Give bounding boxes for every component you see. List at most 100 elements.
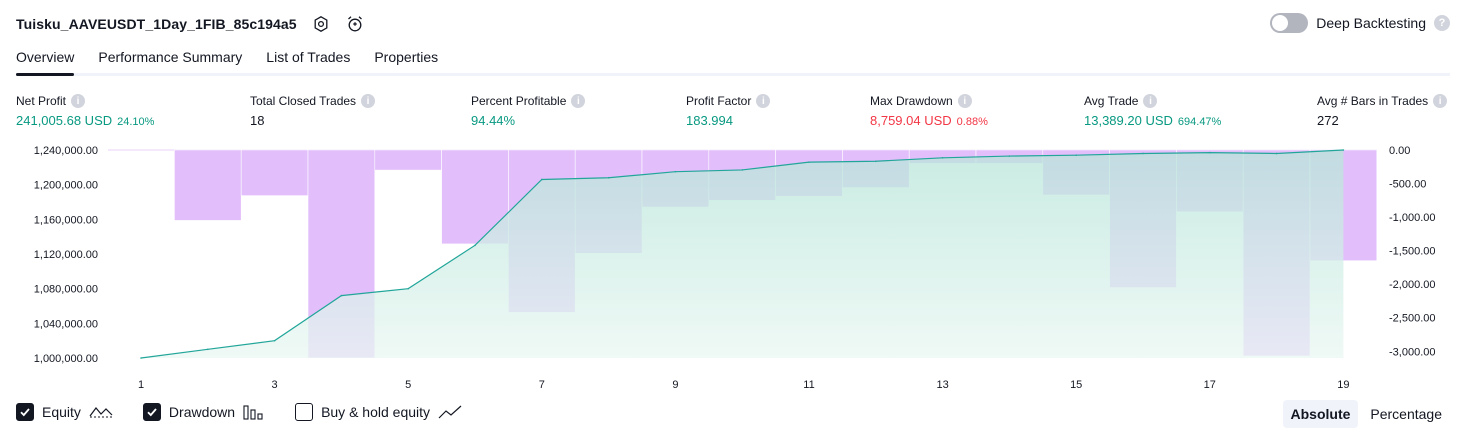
drawdown-checkbox[interactable] (142, 403, 161, 421)
deep-backtesting-control: Deep Backtesting ? (1270, 13, 1450, 33)
metric-avg-trade: Avg Trade i 13,389.20 USD 694.47% (1084, 93, 1221, 128)
equity-point (1008, 155, 1011, 157)
strategy-header: Tuisku_AAVEUSDT_1Day_1FIB_85c194a5 (16, 12, 365, 36)
value-mode-switch: Absolute Percentage (1282, 400, 1451, 428)
metrics-row: Net Profit i 241,005.68 USD 24.10% Total C… (16, 93, 1450, 133)
metric-value: 241,005.68 USD (16, 113, 113, 128)
equity-point (674, 170, 677, 173)
drawdown-bar[interactable] (174, 149, 242, 221)
strategy-title: Tuisku_AAVEUSDT_1Day_1FIB_85c194a5 (16, 16, 297, 32)
metric-value: 13,389.20 USD (1084, 113, 1173, 128)
equity-point (340, 294, 343, 297)
equity-point (1342, 149, 1345, 151)
metric-label: Total Closed Trades (250, 94, 357, 108)
buy-hold-line-icon (438, 404, 462, 420)
left-axis-tick-label: 1,200,000.00 (34, 180, 98, 192)
equity-point (607, 176, 610, 179)
legend-label: Equity (42, 404, 81, 420)
equity-line-icon (89, 404, 113, 420)
equity-point (1075, 154, 1077, 156)
help-icon[interactable]: ? (1434, 15, 1450, 31)
equity-point (808, 161, 810, 163)
equity-point (1209, 151, 1211, 154)
metric-label: Max Drawdown (870, 94, 953, 108)
left-axis-tick-label: 1,240,000.00 (34, 145, 98, 157)
buy-hold-checkbox[interactable] (295, 403, 314, 421)
equity-point (1275, 152, 1278, 155)
left-axis-tick-label: 1,040,000.00 (34, 318, 98, 330)
x-axis-tick-label: 15 (1070, 379, 1082, 391)
x-axis-tick-label: 13 (936, 379, 948, 391)
equity-point (941, 157, 944, 159)
metric-profit-factor: Profit Factor i 183.994 (686, 93, 771, 128)
metric-value: 272 (1317, 113, 1339, 128)
legend-drawdown[interactable]: Drawdown (142, 403, 265, 421)
x-axis-tick-label: 17 (1204, 379, 1216, 391)
metric-label: Profit Factor (686, 94, 752, 108)
absolute-button[interactable]: Absolute (1282, 400, 1359, 428)
equity-point (741, 169, 743, 171)
metric-net-profit: Net Profit i 241,005.68 USD 24.10% (16, 93, 154, 128)
equity-point (1142, 152, 1144, 155)
equity-point (407, 287, 410, 290)
info-icon[interactable]: i (571, 94, 586, 108)
drawdown-bar[interactable] (374, 149, 442, 171)
metric-sub-value: 0.88% (956, 116, 988, 128)
right-axis-tick-label: -500.00 (1389, 179, 1426, 191)
x-axis-tick-label: 9 (672, 379, 678, 391)
right-axis-tick-label: -3,000.00 (1389, 346, 1435, 358)
deep-backtesting-toggle[interactable] (1270, 13, 1309, 33)
x-axis-tick-label: 3 (272, 379, 278, 391)
info-icon[interactable]: i (361, 94, 376, 108)
tab-overview[interactable]: Overview (16, 44, 75, 76)
chart-legend: Equity Drawdown Buy & hold equity (16, 403, 462, 421)
equity-point (875, 160, 877, 163)
left-axis-tick-label: 1,160,000.00 (34, 214, 98, 226)
info-icon[interactable]: i (756, 94, 771, 108)
right-axis-tick-label: 0.00 (1389, 145, 1410, 157)
legend-label: Buy & hold equity (321, 404, 431, 420)
info-icon[interactable]: i (1143, 94, 1158, 108)
metric-value: 18 (250, 113, 265, 128)
metric-value: 94.44% (471, 113, 516, 128)
legend-equity[interactable]: Equity (16, 403, 113, 421)
alarm-clock-plus-icon[interactable] (345, 14, 365, 34)
metric-percent-profitable: Percent Profitable i 94.44% (471, 93, 586, 128)
tab-performance-summary[interactable]: Performance Summary (98, 49, 243, 65)
equity-point (207, 348, 209, 351)
x-axis-tick-label: 7 (539, 379, 545, 391)
right-axis-tick-label: -2,000.00 (1389, 279, 1435, 291)
x-axis-tick-label: 1 (138, 379, 144, 391)
right-axis-tick-label: -2,500.00 (1389, 313, 1435, 325)
info-icon[interactable]: i (1433, 94, 1448, 108)
tab-list-of-trades[interactable]: List of Trades (266, 49, 351, 65)
equity-point (140, 357, 142, 359)
deep-backtesting-label: Deep Backtesting (1316, 15, 1426, 31)
x-axis-tick-label: 11 (803, 379, 814, 391)
percentage-button[interactable]: Percentage (1370, 406, 1442, 422)
metric-label: Percent Profitable (471, 94, 567, 108)
metric-total-closed-trades: Total Closed Trades i 18 (250, 93, 376, 128)
info-icon[interactable]: i (957, 94, 972, 108)
legend-label: Drawdown (168, 404, 236, 420)
equity-drawdown-chart[interactable]: 1,240,000.00 1,200,000.00 1,160,000.00 1,12… (0, 136, 1466, 394)
equity-area (141, 150, 1344, 358)
left-axis-tick-label: 1,120,000.00 (34, 249, 98, 261)
drawdown-bar[interactable] (240, 149, 309, 196)
equity-point (273, 339, 276, 342)
info-icon[interactable]: i (71, 94, 86, 108)
settings-icon[interactable] (311, 14, 331, 34)
tab-properties[interactable]: Properties (374, 49, 439, 65)
equity-checkbox[interactable] (16, 403, 34, 421)
metric-avg-bars-in-trades: Avg # Bars in Trades i 272 (1317, 93, 1448, 128)
legend-buy-hold-equity[interactable]: Buy & hold equity (295, 403, 462, 421)
left-axis-tick-label: 1,080,000.00 (34, 284, 98, 296)
metric-value: 8,759.04 USD (870, 113, 952, 128)
tabs-divider (16, 73, 1450, 76)
metric-label: Avg # Bars in Trades (1317, 94, 1429, 108)
tab-bar: Overview Performance Summary List of Tra… (16, 44, 438, 76)
equity-point (474, 244, 476, 247)
drawdown-bars-icon (243, 404, 265, 420)
right-axis-tick-label: -1,500.00 (1389, 246, 1435, 258)
metric-sub-value: 24.10% (117, 116, 155, 128)
